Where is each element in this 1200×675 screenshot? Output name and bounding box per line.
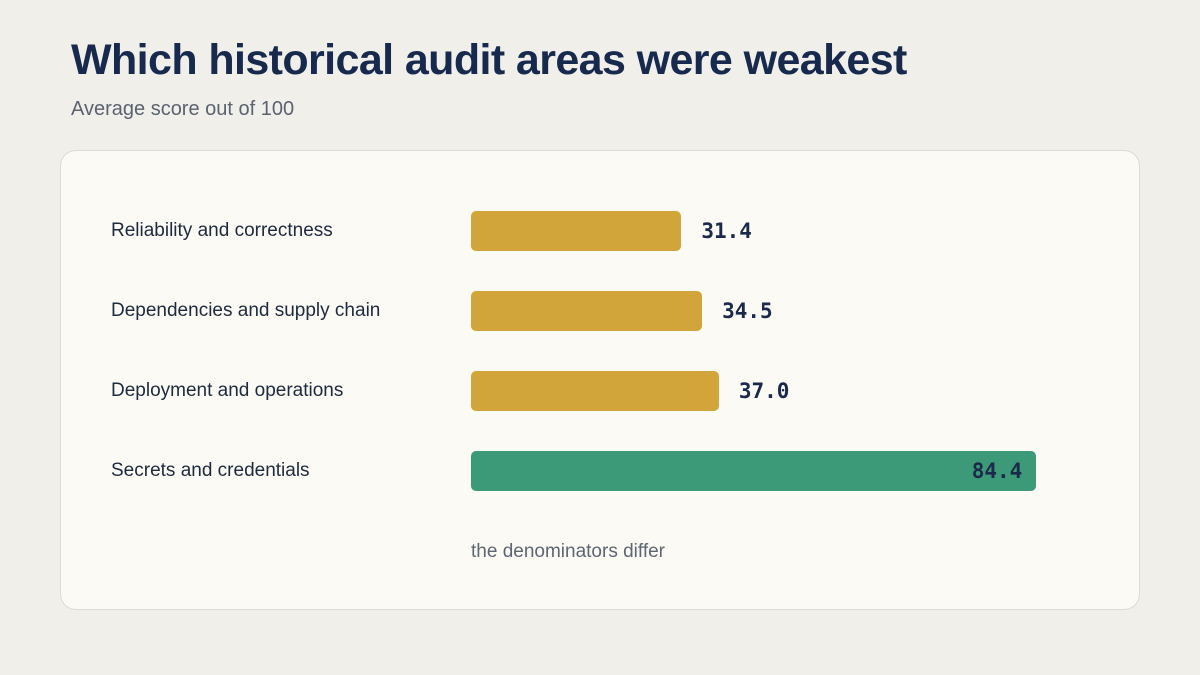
bar <box>471 291 703 331</box>
bar <box>471 211 682 251</box>
bar-value-label: 37.0 <box>738 379 790 403</box>
bar <box>471 451 1037 491</box>
chart-note: the denominators differ <box>471 541 665 562</box>
category-label: Deployment and operations <box>111 380 344 401</box>
bar <box>471 371 719 411</box>
category-label: Dependencies and supply chain <box>111 300 381 321</box>
chart-subtitle: Average score out of 100 <box>71 98 295 120</box>
bar-value-label: 31.4 <box>701 219 752 243</box>
bar-value-label: 34.5 <box>722 299 773 323</box>
chart-title: Which historical audit areas were weakes… <box>71 36 907 84</box>
category-label: Secrets and credentials <box>111 460 310 481</box>
category-label: Reliability and correctness <box>111 220 333 241</box>
bar-value-label: 84.4 <box>971 459 1023 483</box>
chart-card: Reliability and correctness 31.4 Dependenc… <box>60 150 1140 610</box>
